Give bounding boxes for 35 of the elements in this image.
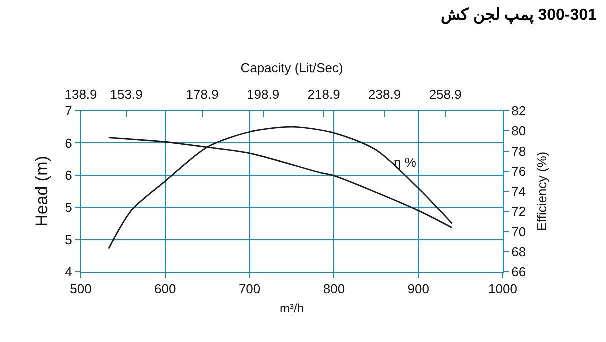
x2-tick-label: 198.9 [247, 86, 280, 102]
y2-tick-label: 82 [512, 104, 526, 119]
x2-tick-label: 138.9 [64, 86, 98, 102]
chart-title: پمپ لجن کش 300-301 [440, 6, 598, 25]
y2-tick-label: 68 [512, 244, 526, 260]
y-tick-label: 4 [65, 264, 72, 280]
x-tick-label: 500 [70, 282, 92, 297]
y2-axis-title: Efficiency (%) [534, 152, 550, 232]
x2-tick-label: 218.9 [308, 86, 340, 102]
x-tick-label: 900 [408, 282, 430, 297]
x2-tick-label: 153.9 [110, 86, 143, 102]
x2-tick-label: 258.9 [429, 86, 462, 102]
y-axis-title: Head (m) [32, 156, 52, 227]
y-tick-label: 5 [65, 200, 72, 216]
series-label: η % [394, 155, 417, 170]
y2-tick-label: 70 [512, 224, 526, 240]
x2-tick-label: 238.9 [368, 86, 402, 102]
y-tick-label: 6 [65, 168, 72, 183]
y2-tick-label: 78 [512, 144, 526, 159]
y2-tick-label: 66 [512, 264, 526, 280]
y2-tick-label: 72 [512, 204, 526, 220]
x-tick-label: 1000 [488, 282, 518, 297]
x-tick-label: 600 [154, 282, 176, 297]
y-tick-label: 6 [65, 136, 72, 151]
x-tick-label: 800 [323, 282, 346, 297]
x2-tick-label: 178.9 [186, 86, 219, 102]
y2-tick-label: 76 [512, 164, 526, 179]
y2-tick-label: 80 [512, 124, 526, 139]
y-tick-label: 5 [65, 232, 72, 248]
y-tick-label: 7 [65, 104, 72, 119]
x2-axis-title: Capacity (Lit/Sec) [240, 60, 344, 76]
y2-tick-label: 74 [512, 184, 526, 200]
x-tick-label: 700 [238, 282, 261, 297]
line-series [108, 126, 454, 250]
x-axis-title: m³/h [280, 302, 304, 316]
